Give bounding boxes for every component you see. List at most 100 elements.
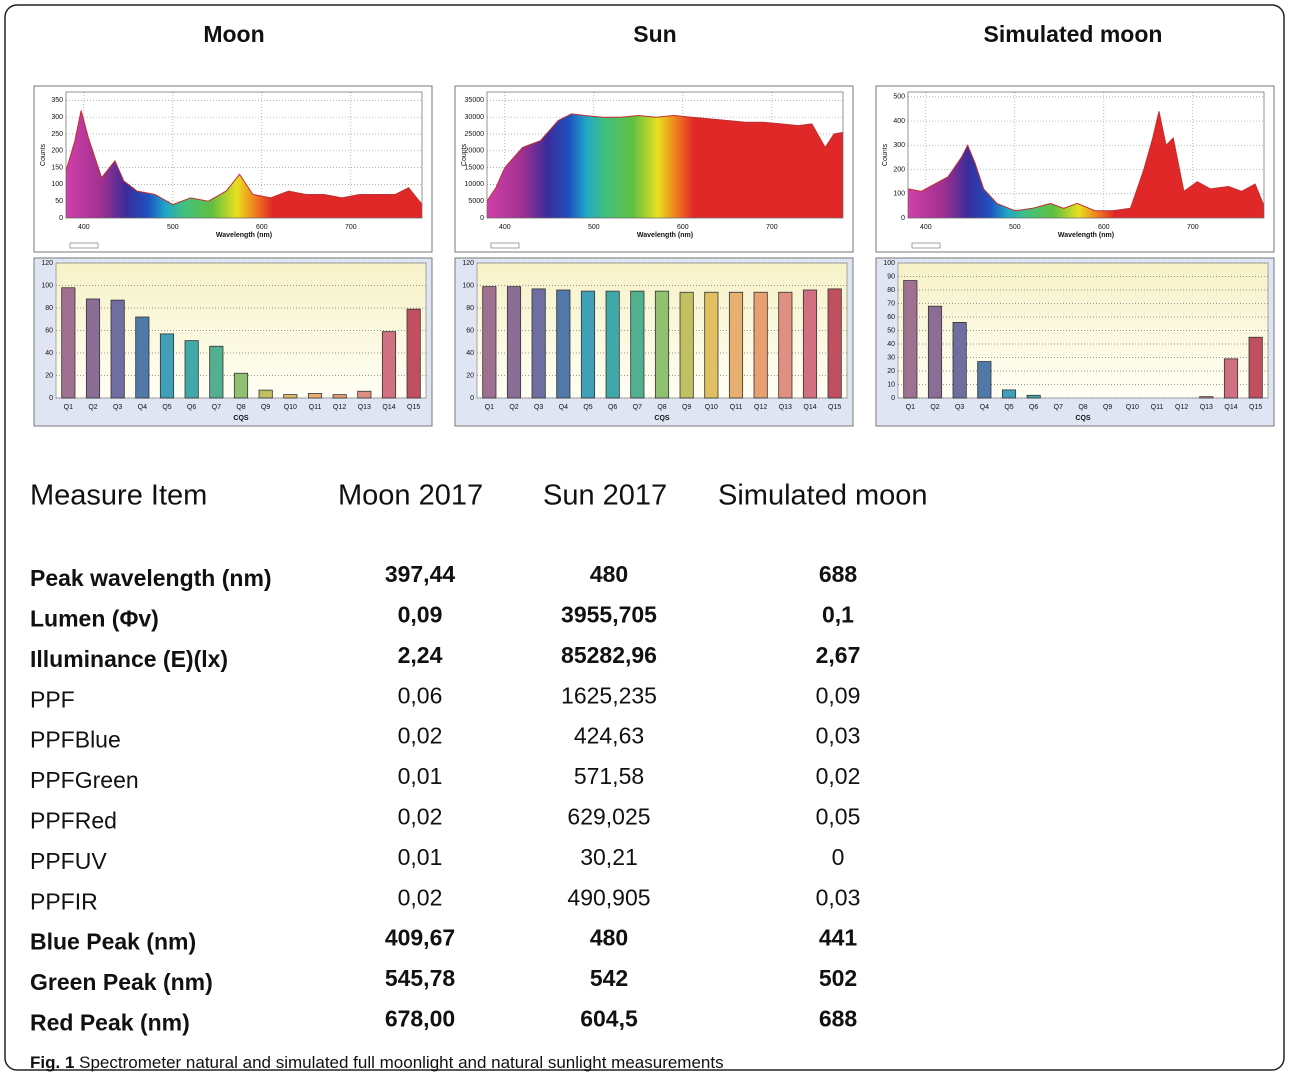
panel	[875, 85, 1275, 253]
y-tick-label: 100	[883, 260, 895, 267]
bar	[159, 333, 175, 399]
x-tick-label: Q13	[358, 404, 371, 411]
table-cell: 0,09	[398, 601, 443, 627]
plot-border	[907, 91, 1265, 219]
table-cell: Illuminance (E)(lx)	[30, 646, 228, 672]
y-tick-label: 0	[470, 395, 474, 402]
x-tick-label: 400	[920, 224, 932, 231]
x-tick-label: Q14	[1224, 404, 1237, 411]
table-cell: 0,01	[398, 763, 443, 789]
y-axis-label: Counts	[40, 143, 47, 166]
bar	[307, 393, 323, 399]
table-cell: 571,58	[574, 763, 644, 789]
x-tick-label: Q3	[534, 404, 543, 411]
caption-label: Fig. 1	[30, 1053, 74, 1072]
bar	[1248, 336, 1263, 399]
x-tick-label: Q13	[1200, 404, 1213, 411]
bar	[332, 394, 347, 399]
bar	[506, 286, 522, 399]
x-tick-label: Q10	[705, 404, 718, 411]
table-cell: 688	[819, 1005, 858, 1031]
bar	[927, 305, 943, 399]
y-tick-label: 60	[45, 327, 53, 334]
table-cell: 2,24	[398, 642, 443, 668]
y-tick-label: 100	[41, 282, 53, 289]
x-tick-label: Q3	[113, 404, 122, 411]
table-cell: Green Peak (nm)	[30, 969, 213, 995]
y-tick-label: 100	[51, 181, 63, 188]
x-axis-label: CQS	[1075, 415, 1091, 422]
y-tick-label: 70	[887, 300, 895, 307]
bar	[903, 280, 918, 399]
x-tick-label: Q15	[1249, 404, 1262, 411]
bar	[531, 288, 546, 399]
spectrum-line	[486, 113, 844, 202]
table-cell: Lumen (Φv)	[30, 605, 159, 631]
table-cell: 3955,705	[561, 601, 657, 627]
x-tick-label: Q1	[906, 404, 915, 411]
x-tick-label: 600	[256, 224, 268, 231]
table-header: Simulated moon	[718, 480, 928, 512]
table-cell: 542	[590, 965, 628, 991]
caption-text: Spectrometer natural and simulated full …	[79, 1053, 723, 1072]
bar	[258, 389, 273, 399]
x-tick-label: Q1	[485, 404, 494, 411]
x-tick-label: Q8	[236, 404, 245, 411]
x-tick-label: Q12	[1175, 404, 1188, 411]
y-tick-label: 0	[901, 215, 905, 222]
x-tick-label: Q11	[309, 404, 322, 411]
bar	[184, 340, 199, 399]
x-tick-label: 700	[1187, 224, 1199, 231]
bar	[728, 291, 744, 399]
bar	[753, 291, 768, 399]
y-tick-label: 40	[466, 350, 474, 357]
table-cell: 0,09	[816, 682, 861, 708]
bar	[233, 372, 249, 399]
y-axis-label: Counts	[882, 143, 889, 166]
x-axis-label: CQS	[233, 415, 249, 422]
x-axis-label: Wavelength (nm)	[1058, 232, 1114, 239]
bar	[61, 287, 76, 399]
x-tick-label: Q6	[608, 404, 617, 411]
table-cell: 85282,96	[561, 642, 657, 668]
x-tick-label: Q5	[162, 404, 171, 411]
table-cell: 397,44	[385, 561, 456, 587]
x-tick-label: Q10	[1126, 404, 1139, 411]
table-cell: 0,02	[398, 803, 443, 829]
y-tick-label: 120	[462, 260, 474, 267]
table-cell: PPFRed	[30, 807, 117, 833]
y-tick-label: 100	[462, 282, 474, 289]
table-cell: 502	[819, 965, 857, 991]
x-tick-label: Q7	[633, 404, 642, 411]
x-tick-label: Q8	[1078, 404, 1087, 411]
x-tick-label: Q7	[212, 404, 221, 411]
x-tick-label: Q2	[930, 404, 939, 411]
panel	[33, 85, 433, 253]
table-cell: PPFUV	[30, 848, 107, 874]
table-cell: 604,5	[580, 1005, 638, 1031]
table-cell: 480	[590, 561, 628, 587]
x-tick-label: 400	[499, 224, 511, 231]
y-tick-label: 90	[887, 273, 895, 280]
x-tick-label: 500	[588, 224, 600, 231]
bar	[1223, 358, 1239, 399]
table-cell: 30,21	[580, 844, 638, 870]
x-tick-label: Q10	[284, 404, 297, 411]
y-tick-label: 80	[887, 287, 895, 294]
x-tick-label: Q15	[407, 404, 420, 411]
caption: Fig. 1 Spectrometer natural and simulate…	[30, 1053, 724, 1072]
bar	[580, 290, 596, 399]
y-tick-label: 50	[55, 198, 63, 205]
y-tick-label: 15000	[465, 164, 485, 171]
x-tick-label: Q3	[955, 404, 964, 411]
table-cell: 1625,235	[561, 682, 657, 708]
y-tick-label: 60	[887, 314, 895, 321]
bar	[630, 290, 645, 399]
column-title: Simulated moon	[984, 21, 1163, 47]
x-tick-label: Q8	[657, 404, 666, 411]
bar	[1199, 396, 1214, 399]
table-cell: PPFIR	[30, 888, 98, 914]
table-cell: 0,02	[398, 884, 443, 910]
frame	[4, 4, 1285, 1071]
